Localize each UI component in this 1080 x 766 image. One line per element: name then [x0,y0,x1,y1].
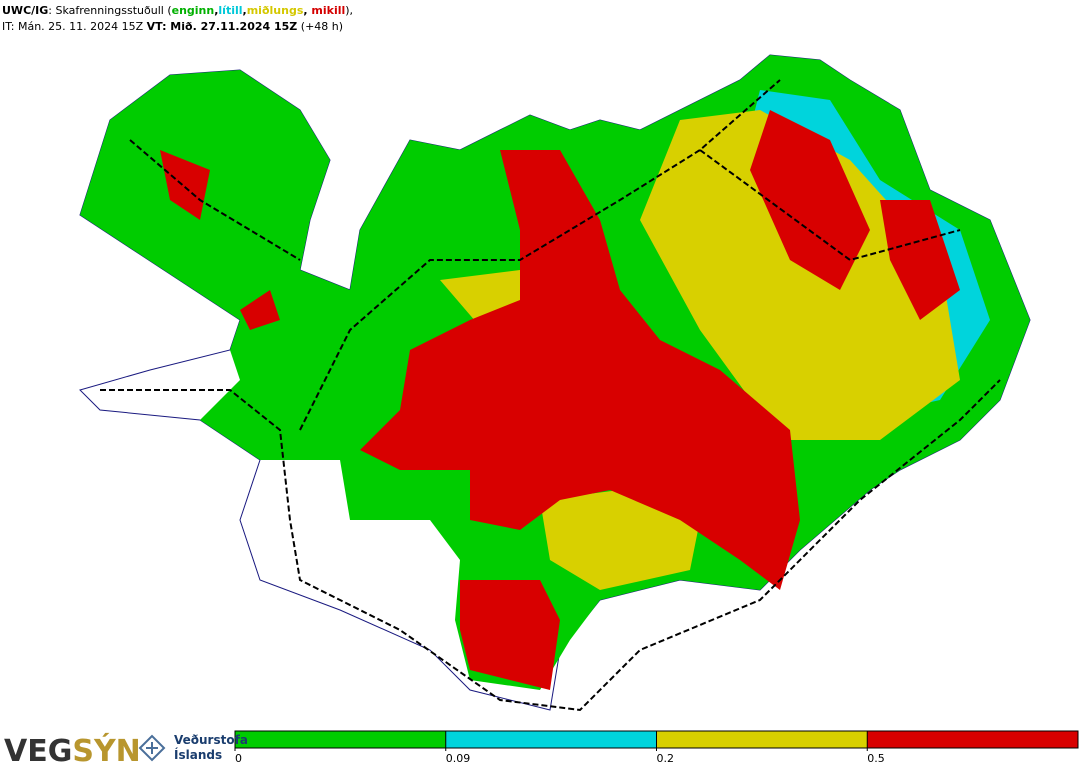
colorbar-tick-label: 0.2 [657,752,675,765]
vedurstofa-text: Veðurstofa [174,733,248,747]
header-segment: VT: Mið. 27.11.2024 15Z [147,20,298,33]
header-segment: lítill [218,4,242,17]
map [79,54,1031,712]
header-segment: enginn [172,4,215,17]
header-segment: , [214,4,218,17]
colorbar: 0 0.09 0.2 0.5 [234,730,1079,765]
header-segment: mikill [311,4,345,17]
header-segment: ), [345,4,353,17]
colorbar-segment [656,731,868,748]
logos: VEGSÝN Veðurstofa Íslands [4,732,248,766]
header: UWC/IG: Skafrenningsstuðull (enginn,líti… [2,4,353,33]
logo-text: VEG [4,734,72,766]
region-red [160,110,960,690]
header-segment: miðlungs [247,4,304,17]
colorbar-tick-label: 0.5 [867,752,885,765]
colorbar-segment [867,731,1078,748]
colorbar-segment [445,731,657,748]
colorbar-tick-label: 0 [235,752,242,765]
vegsyn-logo: VEGSÝN [4,732,141,766]
colorbar-tick-label: 0.09 [446,752,471,765]
header-line-1: UWC/IG: Skafrenningsstuðull (enginn,líti… [2,4,353,17]
header-segment: IT: Mán. 25. 11. 2024 15Z [2,20,147,33]
vedurstofa-text: Íslands [174,747,222,762]
vedurstofa-icon [138,734,166,762]
header-segment: , [243,4,247,17]
header-line-2: IT: Mán. 25. 11. 2024 15Z VT: Mið. 27.11… [2,20,343,33]
colorbar-segment [235,731,446,748]
logo-text: SÝN [72,732,140,766]
road [100,79,1001,712]
header-segment: UWC/IG [2,4,48,17]
header-segment: : Skafrenningsstuðull ( [48,4,171,17]
header-segment: , [303,4,311,17]
header-segment: (+48 h) [297,20,343,33]
